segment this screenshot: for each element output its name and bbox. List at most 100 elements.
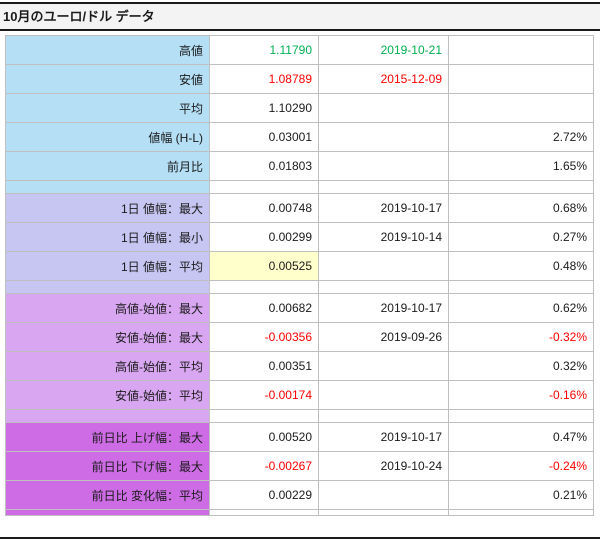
date-cell	[318, 380, 449, 410]
date-cell	[318, 93, 449, 123]
date-cell: 2019-09-26	[318, 322, 449, 352]
row-label	[5, 409, 210, 423]
pct-cell: -0.16%	[448, 380, 594, 410]
table-body: 高値 1.11790 2019-10-21 安値 1.08789 2015-12-09 平均…	[5, 35, 594, 516]
eurusd-data-table: 高値 1.11790 2019-10-21 安値 1.08789 2015-12-09 平均…	[5, 35, 594, 516]
date-cell: 2019-10-24	[318, 451, 449, 481]
date-cell	[318, 409, 449, 423]
row-label: 1日 値幅：最小	[5, 222, 210, 252]
row-label: 前日比 変化幅：平均	[5, 480, 210, 510]
table-row: 高値-始値：平均 0.00351 0.32%	[5, 351, 594, 381]
table-row: 1日 値幅：最小 0.00299 2019-10-14 0.27%	[5, 222, 594, 252]
date-cell	[318, 509, 449, 516]
date-cell: 2019-10-14	[318, 222, 449, 252]
pct-cell: 0.62%	[448, 293, 594, 323]
table-row: 安値-始値：平均 -0.00174 -0.16%	[5, 380, 594, 410]
value-cell	[209, 409, 319, 423]
row-label: 1日 値幅：最大	[5, 193, 210, 223]
top-rule	[0, 2, 600, 4]
pct-cell	[448, 93, 594, 123]
value-cell	[209, 180, 319, 194]
row-label: 高値	[5, 35, 210, 65]
value-cell: 0.00682	[209, 293, 319, 323]
table-row: 値幅 (H-L) 0.03001 2.72%	[5, 122, 594, 152]
row-label: 1日 値幅：平均	[5, 251, 210, 281]
pct-cell: 0.21%	[448, 480, 594, 510]
value-cell: -0.00174	[209, 380, 319, 410]
pct-cell: 2.72%	[448, 122, 594, 152]
page-title: 10月のユーロ/ドル データ	[0, 4, 600, 31]
row-label: 高値-始値：平均	[5, 351, 210, 381]
row-label: 前月比	[5, 151, 210, 181]
table-row: 前日比 上げ幅：最大 0.00520 2019-10-17 0.47%	[5, 422, 594, 452]
value-cell	[209, 509, 319, 516]
date-cell: 2015-12-09	[318, 64, 449, 94]
row-label: 前日比 下げ幅：最大	[5, 451, 210, 481]
row-label: 安値-始値：平均	[5, 380, 210, 410]
row-label: 前日比 上げ幅：最大	[5, 422, 210, 452]
table-row: 平均 1.10290	[5, 93, 594, 123]
pct-cell: 0.48%	[448, 251, 594, 281]
date-cell	[318, 351, 449, 381]
bottom-rule	[0, 537, 600, 539]
date-cell	[318, 122, 449, 152]
date-cell	[318, 480, 449, 510]
value-cell: 0.01803	[209, 151, 319, 181]
pct-cell	[448, 64, 594, 94]
row-label: 高値-始値：最大	[5, 293, 210, 323]
value-cell: 0.00525	[209, 251, 319, 281]
value-cell	[209, 280, 319, 294]
row-label	[5, 280, 210, 294]
date-cell	[318, 180, 449, 194]
table-row: 高値-始値：最大 0.00682 2019-10-17 0.62%	[5, 293, 594, 323]
value-cell: -0.00356	[209, 322, 319, 352]
value-cell: 1.10290	[209, 93, 319, 123]
table-row: 安値-始値：最大 -0.00356 2019-09-26 -0.32%	[5, 322, 594, 352]
pct-cell: 0.47%	[448, 422, 594, 452]
value-cell: 0.00351	[209, 351, 319, 381]
date-cell	[318, 251, 449, 281]
pct-cell: 1.65%	[448, 151, 594, 181]
pct-cell	[448, 35, 594, 65]
row-label: 安値	[5, 64, 210, 94]
date-cell	[318, 280, 449, 294]
spacer-row	[5, 409, 594, 423]
pct-cell	[448, 409, 594, 423]
pct-cell	[448, 180, 594, 194]
pct-cell: -0.32%	[448, 322, 594, 352]
date-cell: 2019-10-17	[318, 193, 449, 223]
table-row: 1日 値幅：平均 0.00525 0.48%	[5, 251, 594, 281]
value-cell: 1.08789	[209, 64, 319, 94]
row-label: 平均	[5, 93, 210, 123]
spacer-row	[5, 509, 594, 516]
spacer-row	[5, 180, 594, 194]
row-label	[5, 509, 210, 516]
value-cell: 0.00748	[209, 193, 319, 223]
date-cell	[318, 151, 449, 181]
pct-cell: 0.32%	[448, 351, 594, 381]
value-cell: 1.11790	[209, 35, 319, 65]
pct-cell	[448, 509, 594, 516]
row-label	[5, 180, 210, 194]
table-row: 1日 値幅：最大 0.00748 2019-10-17 0.68%	[5, 193, 594, 223]
row-label: 値幅 (H-L)	[5, 122, 210, 152]
table-row: 高値 1.11790 2019-10-21	[5, 35, 594, 65]
value-cell: 0.03001	[209, 122, 319, 152]
table-row: 前日比 変化幅：平均 0.00229 0.21%	[5, 480, 594, 510]
pct-cell: 0.27%	[448, 222, 594, 252]
value-cell: 0.00299	[209, 222, 319, 252]
table-row: 安値 1.08789 2015-12-09	[5, 64, 594, 94]
date-cell: 2019-10-17	[318, 293, 449, 323]
row-label: 安値-始値：最大	[5, 322, 210, 352]
date-cell: 2019-10-21	[318, 35, 449, 65]
spacer-row	[5, 280, 594, 294]
value-cell: 0.00229	[209, 480, 319, 510]
date-cell: 2019-10-17	[318, 422, 449, 452]
pct-cell	[448, 280, 594, 294]
value-cell: -0.00267	[209, 451, 319, 481]
table-row: 前日比 下げ幅：最大 -0.00267 2019-10-24 -0.24%	[5, 451, 594, 481]
pct-cell: 0.68%	[448, 193, 594, 223]
table-row: 前月比 0.01803 1.65%	[5, 151, 594, 181]
value-cell: 0.00520	[209, 422, 319, 452]
